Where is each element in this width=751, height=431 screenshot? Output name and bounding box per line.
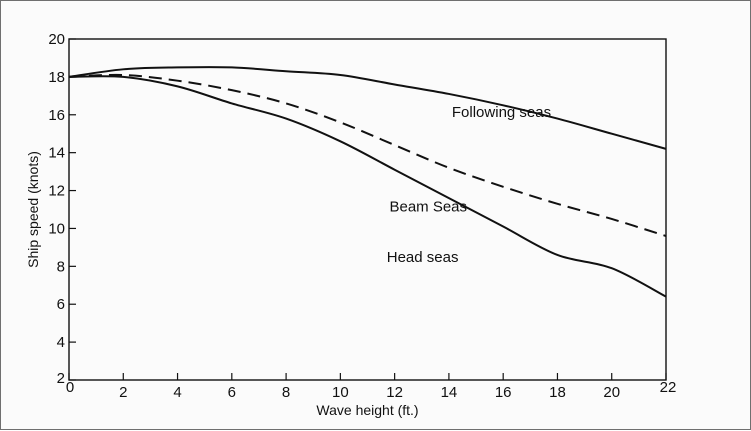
x-tick-label: 14 xyxy=(441,384,458,401)
y-tick-label: 12 xyxy=(48,183,65,200)
y-tick-label: 2 xyxy=(57,370,65,387)
series-line-beam-seas xyxy=(68,73,667,237)
x-tick-label: 4 xyxy=(173,384,181,401)
y-tick-label: 10 xyxy=(48,220,65,237)
y-tick-label: 4 xyxy=(57,334,65,351)
x-tick-label: 16 xyxy=(495,384,512,401)
y-tick-label: 20 xyxy=(48,31,65,48)
y-tick-label: 8 xyxy=(57,258,65,275)
series-line-head-seas xyxy=(68,75,667,298)
series-label-head-seas: Head seas xyxy=(387,249,459,266)
x-tick-label: 2 xyxy=(119,384,127,401)
y-tick-label: 18 xyxy=(48,69,65,86)
y-axis-title: Ship speed (knots) xyxy=(25,151,41,268)
x-tick-label: 8 xyxy=(282,384,290,401)
y-tick-label: 6 xyxy=(57,296,65,313)
x-tick-label: 20 xyxy=(603,384,620,401)
series-label-beam-seas: Beam Seas xyxy=(389,199,467,216)
x-tick-label: 22 xyxy=(660,379,677,396)
x-axis-title: Wave height (ft.) xyxy=(316,402,418,418)
series-labels: Following seas Beam Seas Head seas xyxy=(387,104,551,266)
x-tick-label: 6 xyxy=(228,384,236,401)
x-tick-label: 0 xyxy=(66,379,74,396)
x-tick-label: 12 xyxy=(386,384,403,401)
plot-border xyxy=(68,38,667,381)
y-tick-label: 14 xyxy=(48,145,65,162)
x-tick-label: 10 xyxy=(332,384,349,401)
series-lines xyxy=(68,66,667,298)
y-tick-label: 16 xyxy=(48,107,65,124)
series-label-following-seas: Following seas xyxy=(452,104,551,121)
x-tick-label: 18 xyxy=(549,384,566,401)
plot-area xyxy=(68,38,667,381)
series-line-following-seas xyxy=(68,66,667,150)
